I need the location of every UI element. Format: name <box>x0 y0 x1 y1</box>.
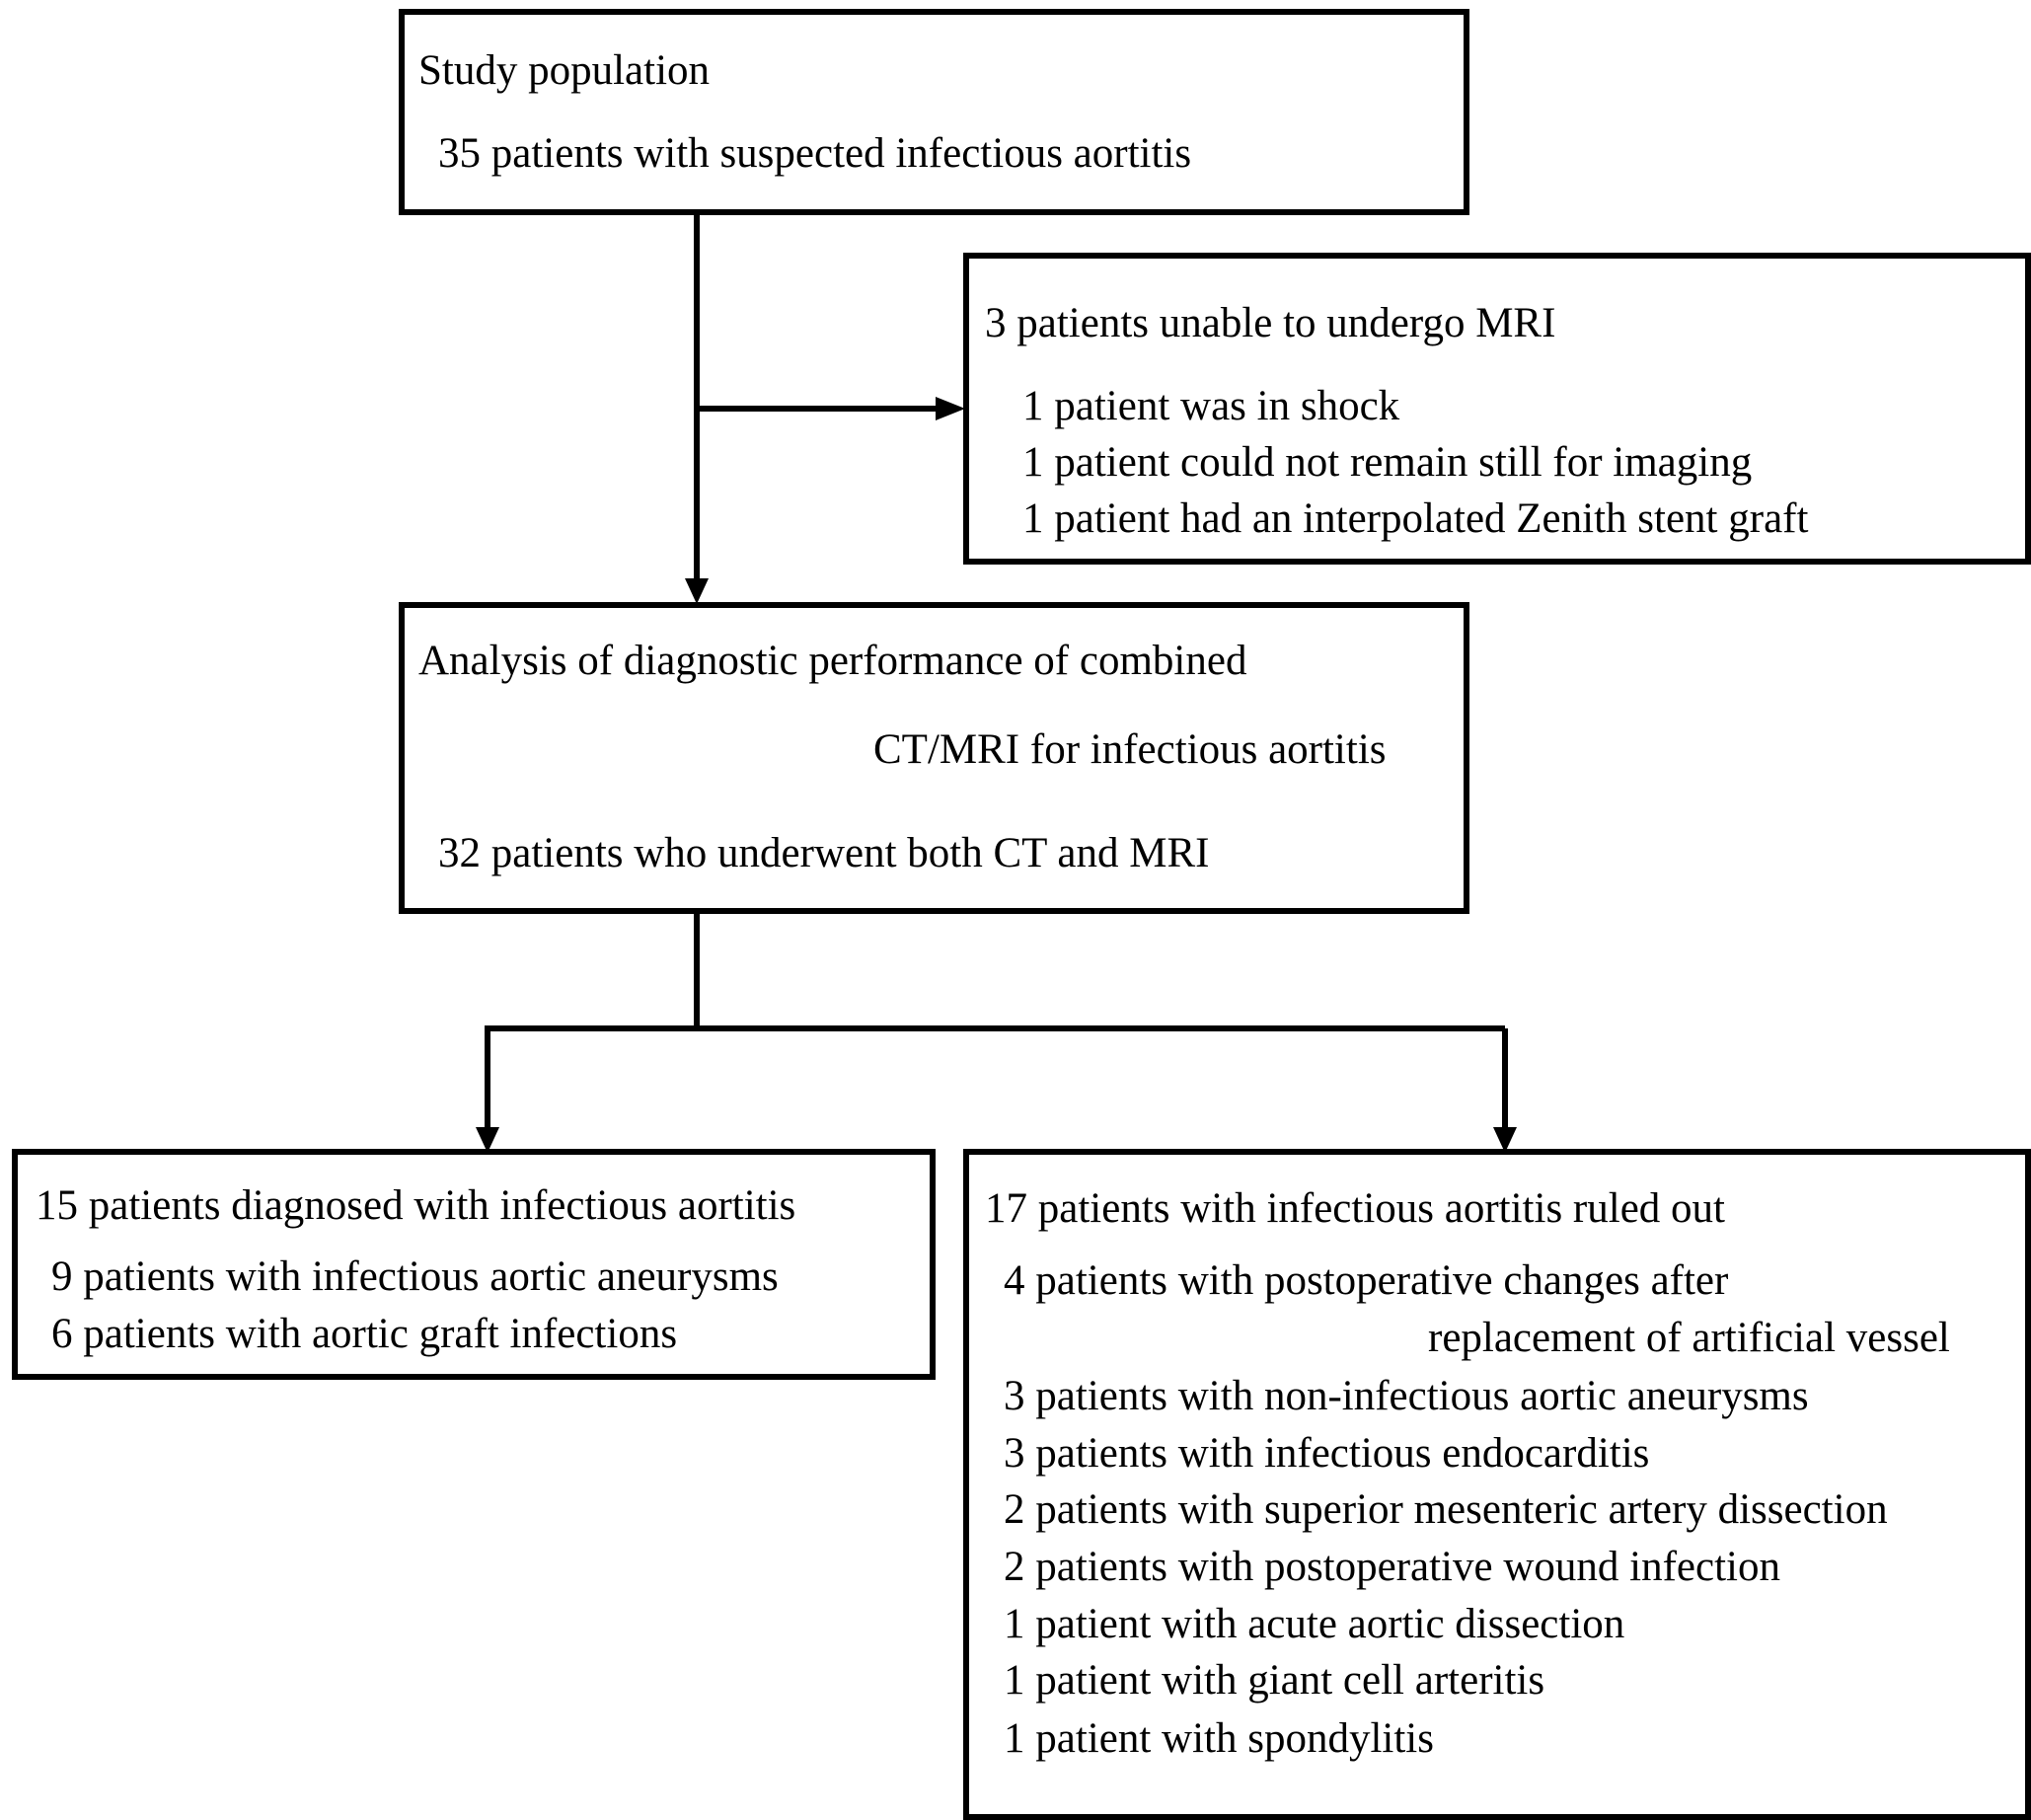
ruled-out-item: 4 patients with postoperative changes af… <box>1004 1257 1729 1304</box>
ruled-out-title: 17 patients with infectious aortitis rul… <box>985 1185 1725 1232</box>
ruled-out-item: 2 patients with superior mesenteric arte… <box>1004 1486 1888 1533</box>
study-population-box <box>399 9 1469 215</box>
ruled-out-item: 1 patient with giant cell arteritis <box>1004 1657 1545 1704</box>
ruled-out-box <box>963 1149 2031 1820</box>
diagnosed-item: 6 patients with aortic graft infections <box>51 1311 678 1357</box>
analysis-title-line2: CT/MRI for infectious aortitis <box>873 726 1387 773</box>
excluded-box <box>963 253 2031 565</box>
excluded-title: 3 patients unable to undergo MRI <box>985 300 1556 346</box>
diagnosed-item: 9 patients with infectious aortic aneury… <box>51 1253 779 1300</box>
ruled-out-item: 1 patient with acute aortic dissection <box>1004 1601 1625 1647</box>
diagnosed-title: 15 patients diagnosed with infectious ao… <box>36 1182 796 1229</box>
ruled-out-item: 3 patients with infectious endocarditis <box>1004 1430 1650 1477</box>
ruled-out-item: 3 patients with non-infectious aortic an… <box>1004 1373 1809 1419</box>
diagnosed-box <box>12 1149 936 1380</box>
ruled-out-item-continuation: replacement of artificial vessel <box>1428 1315 1950 1361</box>
ruled-out-item: 2 patients with postoperative wound infe… <box>1004 1544 1780 1590</box>
analysis-box <box>399 602 1469 914</box>
excluded-reason: 1 patient was in shock <box>1022 383 1400 429</box>
analysis-title-line1: Analysis of diagnostic performance of co… <box>418 638 1247 684</box>
analysis-count: 32 patients who underwent both CT and MR… <box>438 830 1210 876</box>
excluded-reason: 1 patient had an interpolated Zenith ste… <box>1022 495 1809 542</box>
ruled-out-item: 1 patient with spondylitis <box>1004 1715 1434 1762</box>
study-population-title: Study population <box>418 47 711 94</box>
study-population-count: 35 patients with suspected infectious ao… <box>438 130 1192 177</box>
arrowhead-to-excluded <box>936 397 965 420</box>
arrowhead-to-diagnosed <box>476 1127 499 1153</box>
arrowhead-to-analysis <box>685 578 709 604</box>
arrowhead-to-ruled-out <box>1493 1127 1517 1153</box>
excluded-reason: 1 patient could not remain still for ima… <box>1022 439 1753 486</box>
flow-connectors <box>476 215 1517 1153</box>
